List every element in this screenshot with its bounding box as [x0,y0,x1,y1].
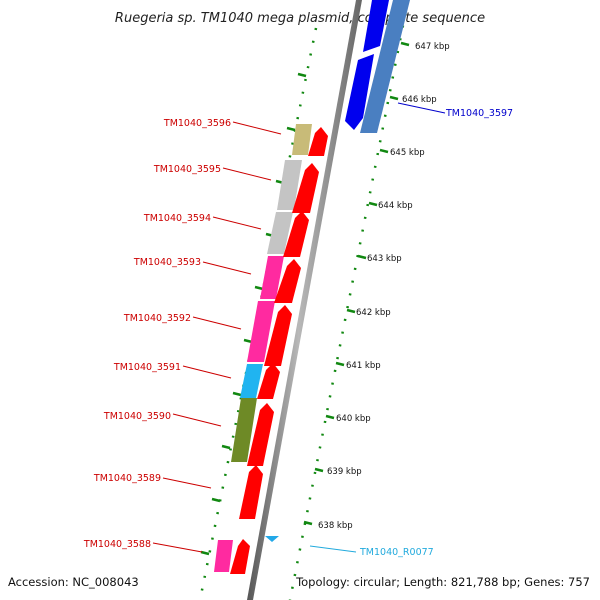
tick-label-639: 639 kbp [327,467,362,477]
gene-arrow-3594[interactable] [283,211,309,257]
gene-label-3597[interactable]: TM1040_3597 [445,108,513,119]
gene-block-3593[interactable] [260,256,284,299]
gene-label-3589[interactable]: TM1040_3589 [93,473,161,484]
tick-label-641: 641 kbp [346,361,381,371]
summary-text: Topology: circular; Length: 821,788 bp; … [295,575,590,589]
gene-arrow-3595[interactable] [292,163,319,213]
tick-label-647: 647 kbp [415,42,450,52]
gene-block-3588[interactable] [214,540,233,572]
gene-label-3592[interactable]: TM1040_3592 [123,313,191,324]
gene-tm1040-3597[interactable] [360,0,410,133]
gene-arrow-3588[interactable] [230,539,250,574]
accession-text: Accession: NC_008043 [8,575,139,589]
gene-block-3595[interactable] [277,160,302,210]
tick-label-640: 640 kbp [336,414,371,424]
tick-label-645: 645 kbp [390,148,425,158]
map-title: Ruegeria sp. TM1040 mega plasmid, comple… [115,11,485,26]
rna-marker-r0077[interactable] [265,536,279,542]
gene-block-3594[interactable] [267,212,293,254]
gene-arrow-3592[interactable] [264,305,292,366]
gene-arrow-3589[interactable] [239,465,263,519]
label-leader-lines [152,102,446,553]
gene-blue-top[interactable] [363,0,389,52]
gene-label-3590[interactable]: TM1040_3590 [103,411,171,422]
gene-arrow-3590[interactable] [247,403,274,466]
tick-label-638: 638 kbp [318,521,353,531]
gene-block-3590[interactable] [231,398,257,462]
gene-label-3594[interactable]: TM1040_3594 [143,213,211,224]
gene-block-3591[interactable] [240,364,263,398]
gene-arrow-3596[interactable] [308,127,328,156]
gene-block-3592[interactable] [247,301,275,362]
gene-block-3596[interactable] [292,124,312,155]
tick-label-646: 646 kbp [402,95,437,105]
gene-label-r0077[interactable]: TM1040_R0077 [359,547,434,558]
gene-blue-cds[interactable] [345,54,374,130]
plasmid-backbone [247,0,362,600]
tick-label-644: 644 kbp [378,201,413,211]
gene-arrow-3593[interactable] [274,259,301,303]
gene-label-3595[interactable]: TM1040_3595 [153,164,221,175]
gene-label-3596[interactable]: TM1040_3596 [163,118,231,129]
gene-label-3588[interactable]: TM1040_3588 [83,539,151,550]
tick-label-642: 642 kbp [356,308,391,318]
gene-label-3591[interactable]: TM1040_3591 [113,362,181,373]
tick-label-643: 643 kbp [367,254,402,264]
gene-label-3593[interactable]: TM1040_3593 [133,257,201,268]
gene-arrow-3591[interactable] [257,363,280,399]
outer-dotted-ring [288,0,410,600]
